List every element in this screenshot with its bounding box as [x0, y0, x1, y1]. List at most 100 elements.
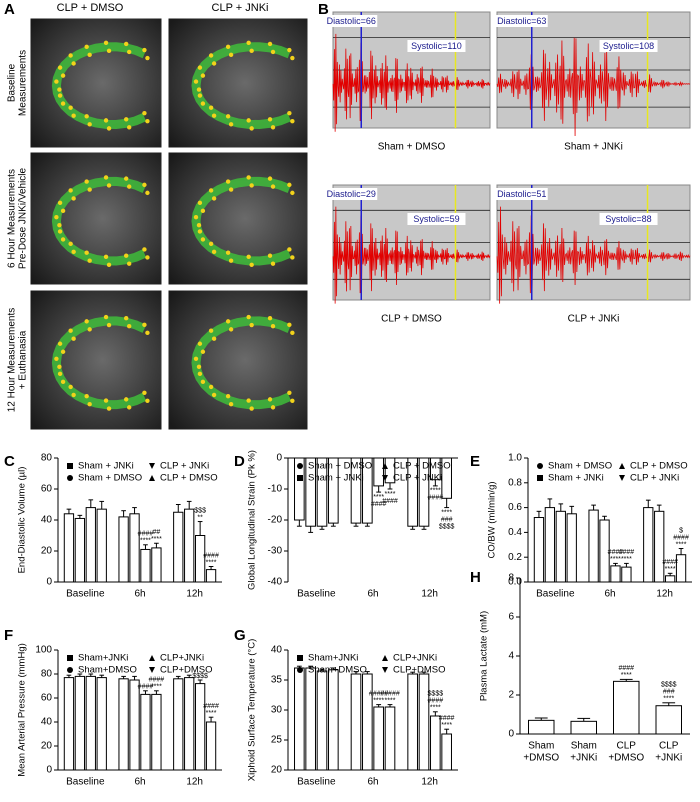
- bar: [362, 673, 373, 771]
- tracking-dot: [228, 327, 234, 332]
- tracking-dot: [290, 398, 295, 403]
- significance-label: $$$$: [428, 691, 444, 698]
- significance-label: ####: [371, 501, 387, 508]
- panel-letter: A: [4, 1, 15, 18]
- bar: [610, 565, 621, 583]
- y-tick-label: 8: [508, 573, 514, 584]
- label-box: [495, 188, 548, 200]
- tracking-dot: [126, 405, 132, 410]
- bar: [544, 507, 556, 583]
- legend-label: Sham + JNKi: [548, 473, 604, 484]
- tracking-dot: [290, 190, 295, 196]
- panel-letter: H: [470, 569, 481, 586]
- bar: [613, 680, 640, 735]
- pressure-trace: [496, 37, 691, 137]
- significance-label: #####: [380, 690, 400, 697]
- tracking-dot: [54, 214, 59, 220]
- panel-letter: F: [4, 627, 13, 644]
- legend-marker: [149, 655, 155, 661]
- tracking-dot: [87, 327, 92, 332]
- tracking-dot: [123, 253, 129, 258]
- x-tick-label: CLP: [659, 741, 679, 752]
- legend-marker: [537, 475, 543, 481]
- legend-label: CLP + JNKi: [160, 461, 209, 472]
- tracking-dot: [87, 187, 92, 192]
- row-label: + Euthanasia: [18, 330, 29, 389]
- y-tick-label: 0.4: [508, 527, 522, 538]
- x-tick-label: 6h: [134, 589, 145, 600]
- significance-label: ****: [430, 705, 441, 712]
- tracking-dot: [228, 52, 234, 58]
- x-tick-label: 6h: [604, 589, 615, 600]
- significance-label: ****: [385, 697, 396, 704]
- x-tick-label: 12h: [186, 589, 203, 600]
- tracking-dot: [142, 247, 147, 252]
- tracking-contour: [191, 316, 292, 410]
- tracking-dot: [87, 52, 92, 58]
- tracking-dot: [126, 49, 132, 55]
- significance-label: ####: [138, 684, 154, 691]
- y-tick-label: 20: [271, 765, 283, 776]
- y-axis-label: CO/BW (ml/min/g): [487, 481, 498, 558]
- tracking-dot: [267, 253, 273, 258]
- tracking-dot: [270, 125, 276, 130]
- tracking-dot: [57, 341, 63, 346]
- bar: [118, 678, 129, 771]
- bar: [173, 678, 184, 771]
- legend-label: CLP + DMSO: [160, 473, 218, 484]
- significance-label: $$$$: [439, 523, 455, 530]
- tracking-dot: [68, 105, 73, 110]
- tracking-dot: [287, 182, 292, 188]
- tracking-dot: [60, 101, 66, 106]
- bar: [129, 513, 140, 583]
- significance-label: ####: [608, 549, 624, 556]
- legend-marker: [67, 475, 73, 481]
- tracking-dot: [60, 237, 66, 242]
- legend-label: Sham + DMSO: [548, 461, 612, 472]
- tracking-dot: [71, 196, 76, 201]
- tracking-dot: [71, 392, 76, 398]
- significance-label: ####: [428, 698, 444, 705]
- tracking-dot: [228, 258, 234, 263]
- tracking-dot: [71, 336, 76, 341]
- x-tick-label: 6h: [367, 589, 378, 600]
- y-axis-label: End-Diastolic Volume (µl): [17, 467, 28, 574]
- tracking-dot: [57, 371, 63, 377]
- bar: [74, 675, 86, 771]
- x-tick-label: Baseline: [66, 589, 105, 600]
- pressure-trace: [496, 206, 691, 304]
- tracking-dot: [84, 114, 89, 119]
- significance-label: #####: [369, 690, 389, 697]
- bar: [140, 693, 151, 771]
- significance-label: **: [197, 514, 203, 521]
- bar: [184, 508, 195, 583]
- x-tick-label: CLP: [617, 741, 637, 752]
- diastolic-label: Diastolic=63: [497, 16, 546, 26]
- tracking-dot: [287, 247, 292, 252]
- x-tick-label: 12h: [186, 777, 203, 788]
- tracking-dot: [249, 322, 254, 328]
- significance-label: $$$$: [192, 673, 208, 680]
- tracking-dot: [249, 183, 254, 188]
- tracking-dot: [270, 261, 276, 266]
- legend-marker: [67, 667, 73, 673]
- legend-label: Sham+DMSO: [308, 665, 367, 676]
- tracking-dot: [87, 122, 92, 127]
- bar: [96, 508, 107, 583]
- tracking-dot: [267, 397, 273, 402]
- ultrasound-image: [29, 289, 163, 431]
- bar: [588, 509, 599, 583]
- significance-label: ###: [663, 689, 675, 696]
- tracking-contour: [51, 316, 147, 410]
- tracking-dot: [225, 394, 231, 399]
- bar: [621, 566, 632, 583]
- bar: [205, 569, 217, 583]
- x-tick-label: Baseline: [297, 589, 336, 600]
- bar: [151, 547, 162, 583]
- tracking-dot: [145, 398, 150, 403]
- x-tick-label: +DMSO: [608, 753, 644, 764]
- significance-label: ****: [676, 541, 687, 548]
- tracking-dot: [208, 53, 214, 58]
- y-tick-label: -20: [268, 515, 283, 526]
